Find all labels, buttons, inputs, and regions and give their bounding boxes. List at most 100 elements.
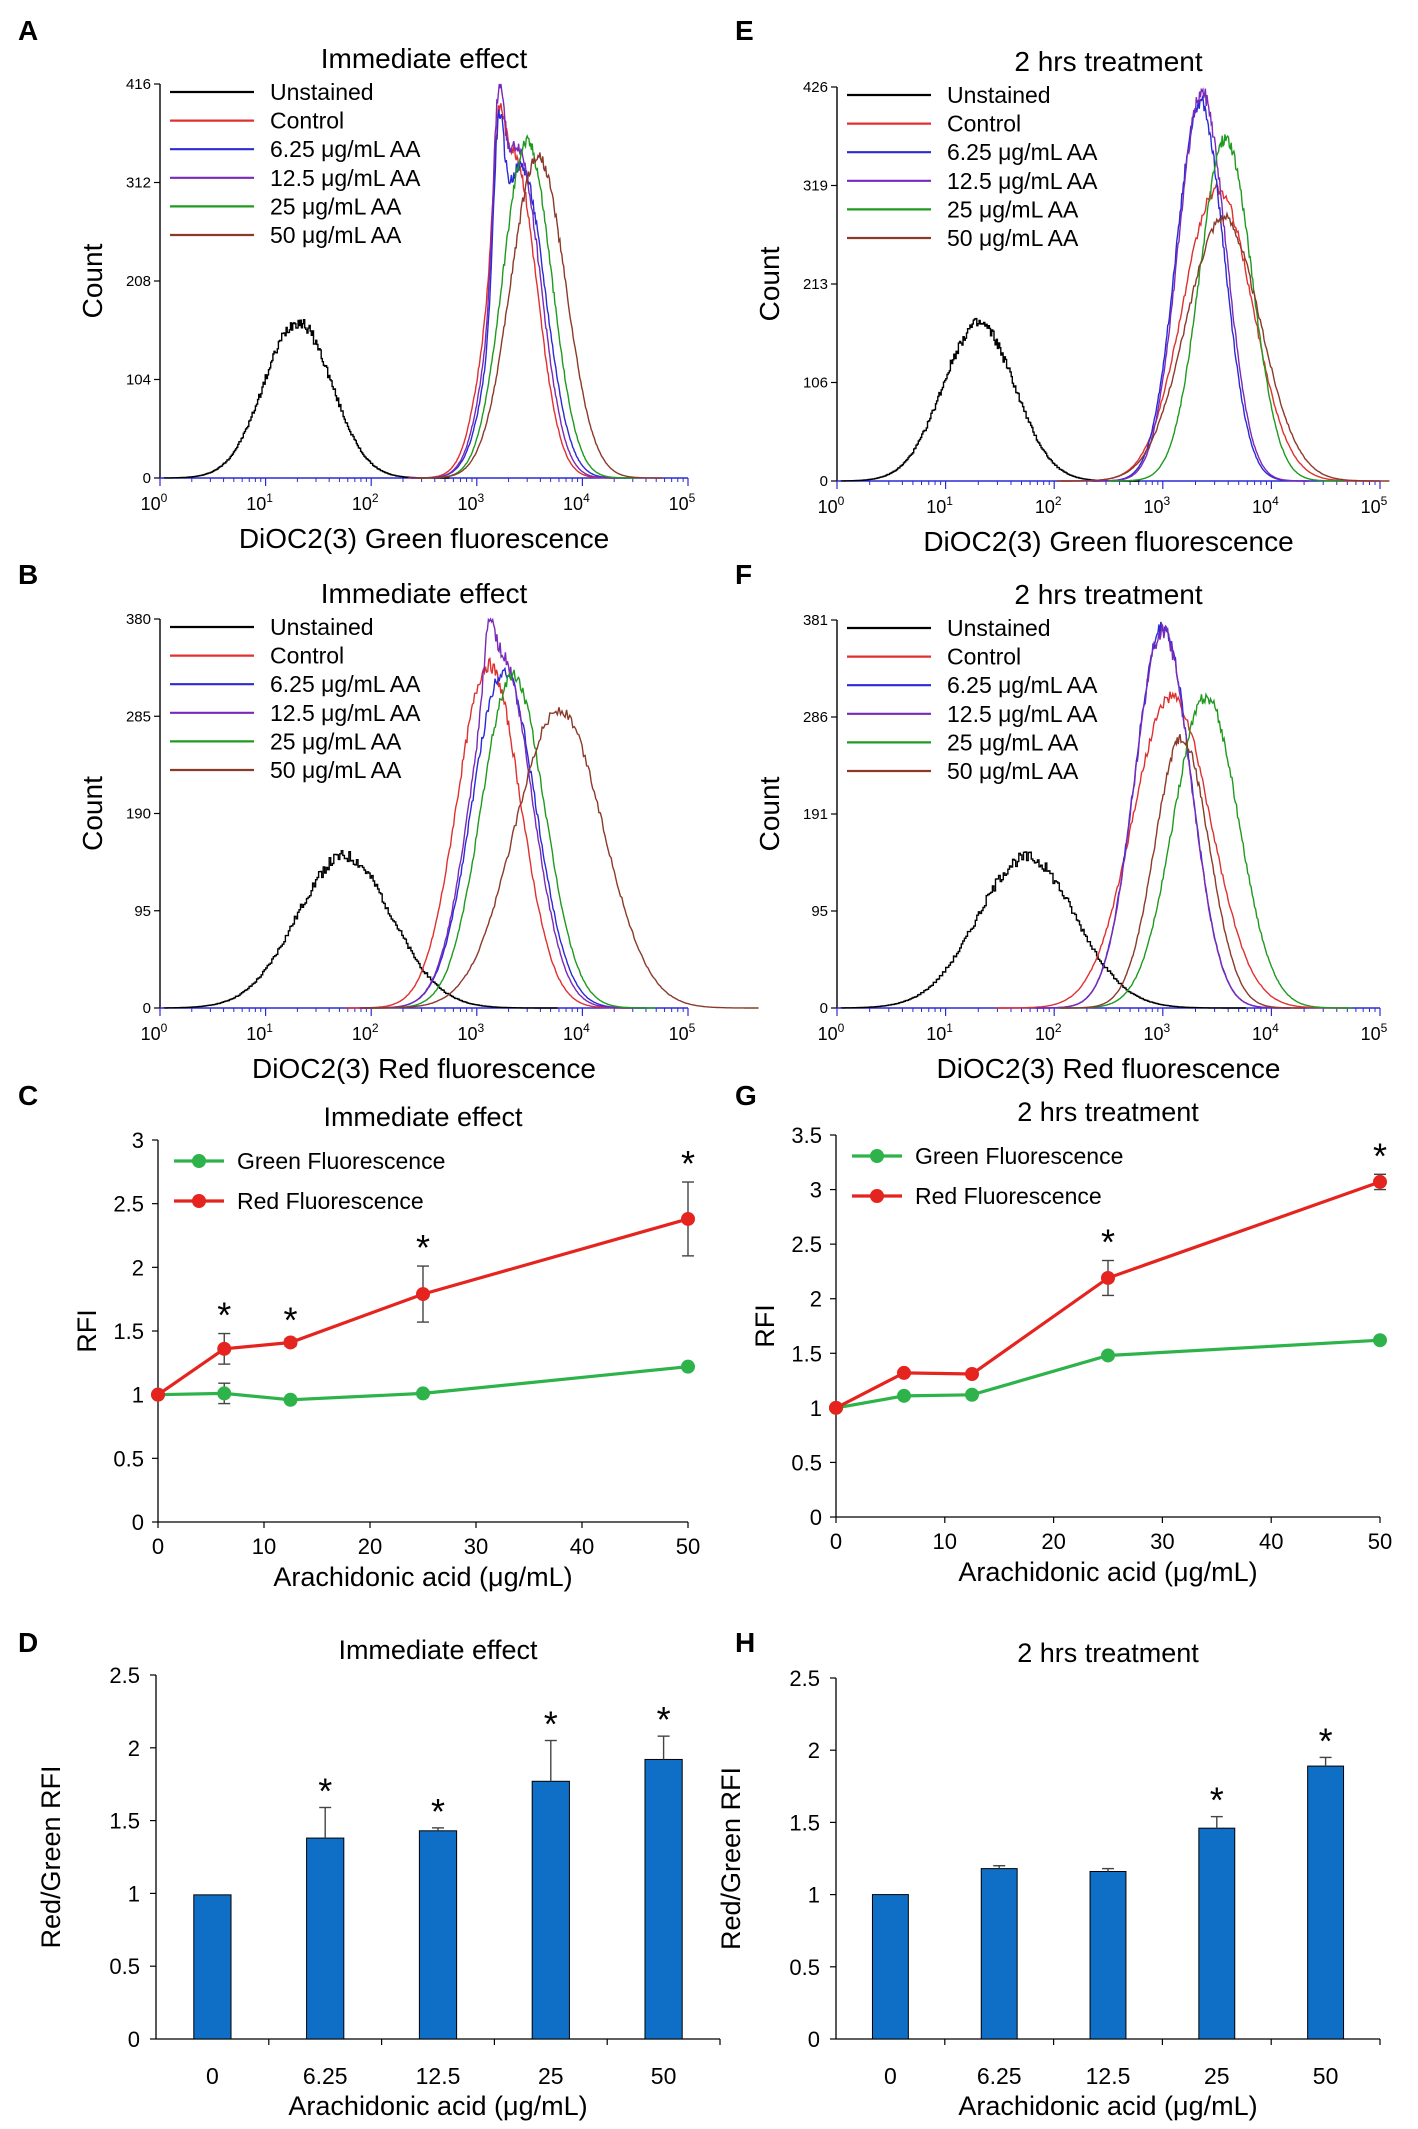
x-tick-label: 25 — [1204, 2063, 1230, 2089]
y-tick-label: 104 — [126, 372, 151, 389]
y-tick-label: 1.5 — [113, 1319, 144, 1344]
x-tick-exponent: 0 — [838, 494, 845, 508]
y-tick-label: 106 — [803, 375, 828, 392]
legend-label: 6.25 μg/mL AA — [270, 136, 421, 162]
significance-star: * — [544, 1704, 558, 1745]
histogram-curve-1 — [163, 850, 558, 1009]
histogram-curve-1 — [163, 319, 450, 479]
chart-title: Immediate effect — [323, 1102, 523, 1132]
histogram-curve-5 — [417, 134, 637, 479]
x-tick-label: 0 — [206, 2063, 219, 2089]
x-tick-label: 101 — [926, 1021, 953, 1044]
y-tick-label: 191 — [803, 806, 828, 823]
x-tick-label: 40 — [570, 1534, 594, 1559]
x-axis-label: Arachidonic acid (μg/mL) — [958, 2091, 1257, 2121]
data-point — [416, 1287, 430, 1302]
chart-title: Immediate effect — [321, 578, 528, 609]
x-tick-exponent: 5 — [689, 491, 696, 505]
histogram-curve-6 — [1057, 211, 1390, 482]
significance-star: * — [283, 1300, 297, 1341]
histogram-curve-2 — [995, 691, 1348, 1009]
y-axis-label: RFI — [72, 1309, 102, 1353]
legend-marker — [870, 1189, 884, 1203]
bar-25 — [1198, 1827, 1236, 2040]
y-axis-label: Count — [77, 243, 108, 318]
legend-label: Control — [947, 111, 1021, 137]
legend-label: Green Fluorescence — [237, 1148, 445, 1174]
y-tick-label: 0 — [143, 1000, 151, 1017]
y-tick-label: 1.5 — [109, 1809, 140, 1834]
x-tick-label: 25 — [538, 2063, 564, 2089]
y-tick-label: 208 — [126, 273, 151, 290]
histogram-curve-5 — [1059, 692, 1353, 1009]
panel-letter: A — [18, 15, 38, 46]
legend-label: 12.5 μg/mL AA — [270, 165, 421, 191]
y-tick-label: 1 — [128, 1881, 140, 1906]
y-tick-label: 1.5 — [789, 1810, 820, 1835]
x-tick-label: 30 — [1150, 1529, 1174, 1554]
x-tick-exponent: 3 — [477, 1021, 484, 1035]
legend-label: Unstained — [270, 79, 374, 105]
significance-star: * — [431, 1791, 445, 1832]
data-point — [965, 1387, 979, 1402]
y-tick-label: 0 — [143, 470, 151, 487]
histogram-curve-2 — [346, 657, 632, 1009]
x-tick-exponent: 2 — [1055, 494, 1062, 508]
x-tick-exponent: 0 — [161, 491, 168, 505]
histogram-curve-4 — [1035, 621, 1290, 1009]
x-tick-label: 105 — [669, 491, 696, 514]
legend-label: 50 μg/mL AA — [270, 222, 402, 248]
legend-marker — [192, 1154, 206, 1168]
x-tick-exponent: 4 — [583, 1021, 590, 1035]
legend-label: 25 μg/mL AA — [270, 193, 402, 219]
x-tick-exponent: 4 — [1272, 494, 1279, 508]
x-tick-label: 30 — [464, 1534, 488, 1559]
x-tick-label: 105 — [669, 1021, 696, 1044]
legend-marker — [192, 1194, 206, 1208]
significance-star: * — [1101, 1222, 1115, 1263]
y-tick-label: 0.5 — [789, 1955, 820, 1980]
legend-label: 6.25 μg/mL AA — [947, 672, 1098, 698]
bar-12.5 — [418, 1830, 458, 2040]
y-tick-label: 2 — [132, 1255, 144, 1280]
bar-0 — [871, 1894, 909, 2040]
significance-star: * — [681, 1143, 695, 1184]
x-tick-label: 40 — [1259, 1529, 1283, 1554]
x-tick-label: 102 — [1035, 1021, 1062, 1044]
significance-star: * — [657, 1699, 671, 1740]
y-tick-label: 1 — [132, 1383, 144, 1408]
y-tick-label: 190 — [126, 806, 151, 823]
x-axis-label: DiOC2(3) Green fluorescence — [239, 523, 609, 554]
x-tick-exponent: 5 — [1381, 494, 1388, 508]
x-tick-exponent: 3 — [1163, 1021, 1170, 1035]
y-tick-label: 2 — [810, 1287, 822, 1312]
panel-D: D Immediate effect 0 0.5 1 1.5 2 2.5 0 * 6.25 * 12.5… — [18, 1627, 721, 2121]
histogram-curve-6 — [359, 707, 759, 1009]
x-tick-label: 104 — [1252, 1021, 1279, 1044]
y-tick-label: 0 — [810, 1505, 822, 1530]
legend-label: 25 μg/mL AA — [947, 729, 1079, 755]
x-tick-label: 105 — [1361, 1021, 1388, 1044]
y-tick-label: 2 — [808, 1738, 820, 1763]
histogram-curve-4 — [363, 617, 639, 1009]
x-tick-exponent: 1 — [946, 494, 953, 508]
x-tick-label: 6.25 — [977, 2063, 1022, 2089]
x-tick-exponent: 0 — [838, 1021, 845, 1035]
x-tick-label: 101 — [926, 494, 953, 517]
data-point — [681, 1211, 695, 1226]
data-point — [217, 1386, 232, 1401]
y-tick-label: 416 — [126, 76, 151, 93]
histogram-curve-6 — [414, 152, 662, 479]
x-tick-label: 10 — [933, 1529, 957, 1554]
x-tick-label: 50 — [1368, 1529, 1392, 1554]
data-point — [1101, 1348, 1115, 1363]
x-tick-label: 12.5 — [1086, 2063, 1131, 2089]
legend-label: Control — [947, 644, 1021, 670]
bar-0 — [193, 1894, 232, 2040]
x-tick-label: 50 — [651, 2063, 677, 2089]
y-axis-label: Red/Green RFI — [36, 1765, 66, 1948]
y-tick-label: 0 — [820, 1000, 828, 1017]
